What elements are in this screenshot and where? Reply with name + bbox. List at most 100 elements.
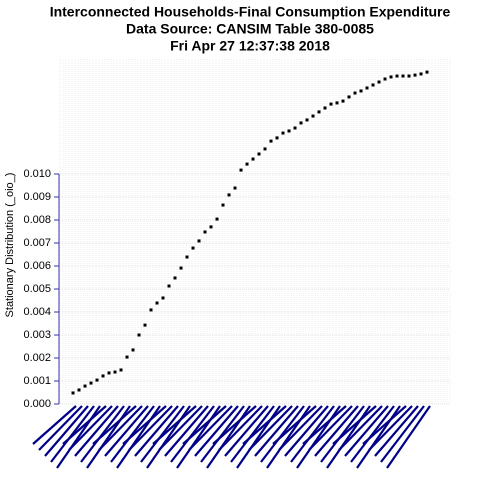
point <box>359 89 363 93</box>
x-label-clutter <box>110 405 155 463</box>
point <box>179 266 183 270</box>
x-label-clutter <box>320 405 365 463</box>
point <box>353 91 357 95</box>
x-label-clutter <box>74 405 119 457</box>
x-label-clutter <box>368 405 413 451</box>
y-tick-label: 0.007 <box>23 237 51 249</box>
point <box>137 333 141 337</box>
point <box>83 384 87 388</box>
x-label-clutter <box>80 405 125 463</box>
point <box>425 70 429 74</box>
x-label-clutter <box>218 405 263 451</box>
x-label-clutter <box>152 405 197 445</box>
point <box>395 74 399 78</box>
x-label-clutter <box>212 405 257 445</box>
point <box>251 157 255 161</box>
x-label-clutter <box>248 405 293 451</box>
x-label-clutter <box>284 405 329 457</box>
point <box>233 186 237 190</box>
point <box>323 106 327 110</box>
point <box>113 370 117 374</box>
x-label-clutter <box>44 405 89 457</box>
chart-title: Interconnected Households-Final Consumpt… <box>50 4 451 20</box>
x-label-clutter <box>122 405 167 445</box>
x-label-clutter <box>68 405 113 451</box>
x-label-clutter <box>380 405 425 463</box>
point <box>245 162 249 166</box>
point <box>227 193 231 197</box>
x-label-clutter <box>128 405 173 451</box>
point <box>191 246 195 250</box>
point <box>131 348 135 352</box>
point <box>275 136 279 140</box>
point <box>185 255 189 259</box>
y-tick-label: 0.000 <box>23 398 51 410</box>
x-label-clutter <box>140 405 185 463</box>
x-label-clutter <box>98 405 143 451</box>
point <box>347 95 351 99</box>
point <box>413 73 417 77</box>
point <box>95 378 99 382</box>
point <box>329 102 333 106</box>
point <box>263 147 267 151</box>
x-label-clutter <box>386 405 431 469</box>
x-label-clutter <box>350 405 395 463</box>
chart-subtitle: Data Source: CANSIM Table 380-0085 <box>126 21 374 37</box>
x-label-clutter <box>314 405 359 457</box>
point <box>77 388 81 392</box>
y-axis-label: Stationary Distribution (_oio_) <box>4 173 16 318</box>
x-label-clutter <box>254 405 299 457</box>
x-label-clutter <box>242 405 287 445</box>
point <box>143 323 147 327</box>
x-label-clutter <box>182 405 227 445</box>
x-label-clutter <box>290 405 335 463</box>
point <box>407 74 411 78</box>
x-label-clutter <box>38 405 83 451</box>
point <box>89 381 93 385</box>
y-tick-label: 0.006 <box>23 260 51 272</box>
y-tick-label: 0.009 <box>23 191 51 203</box>
x-label-clutter <box>230 405 275 463</box>
point <box>377 80 381 84</box>
point <box>101 374 105 378</box>
x-label-clutter <box>362 405 407 445</box>
x-label-clutter <box>158 405 203 451</box>
x-label-clutter <box>194 405 239 457</box>
x-label-clutter <box>224 405 269 457</box>
point <box>401 74 405 78</box>
x-label-clutter <box>278 405 323 451</box>
point <box>281 131 285 135</box>
chart-date: Fri Apr 27 12:37:38 2018 <box>170 38 330 54</box>
y-tick-label: 0.008 <box>23 214 51 226</box>
x-label-clutter <box>32 405 77 445</box>
point <box>173 276 177 280</box>
point <box>383 77 387 81</box>
x-label-clutter <box>332 405 377 445</box>
x-label-clutter <box>308 405 353 451</box>
point <box>209 225 213 229</box>
x-label-clutter <box>374 405 419 457</box>
y-tick-label: 0.001 <box>23 375 51 387</box>
point <box>239 168 243 172</box>
point <box>149 308 153 312</box>
x-label-clutter <box>302 405 347 445</box>
point <box>107 371 111 375</box>
point <box>167 284 171 288</box>
point <box>341 99 345 103</box>
point <box>287 129 291 133</box>
point <box>119 368 123 372</box>
point <box>161 296 165 300</box>
x-label-clutter <box>188 405 233 451</box>
x-label-clutter <box>272 405 317 445</box>
point <box>365 86 369 90</box>
point <box>311 114 315 118</box>
point <box>197 239 201 243</box>
point <box>305 118 309 122</box>
point <box>257 152 261 156</box>
x-label-clutter <box>200 405 245 463</box>
x-label-clutter <box>92 405 137 445</box>
point <box>389 75 393 79</box>
point <box>71 391 75 395</box>
x-label-clutter <box>170 405 215 463</box>
